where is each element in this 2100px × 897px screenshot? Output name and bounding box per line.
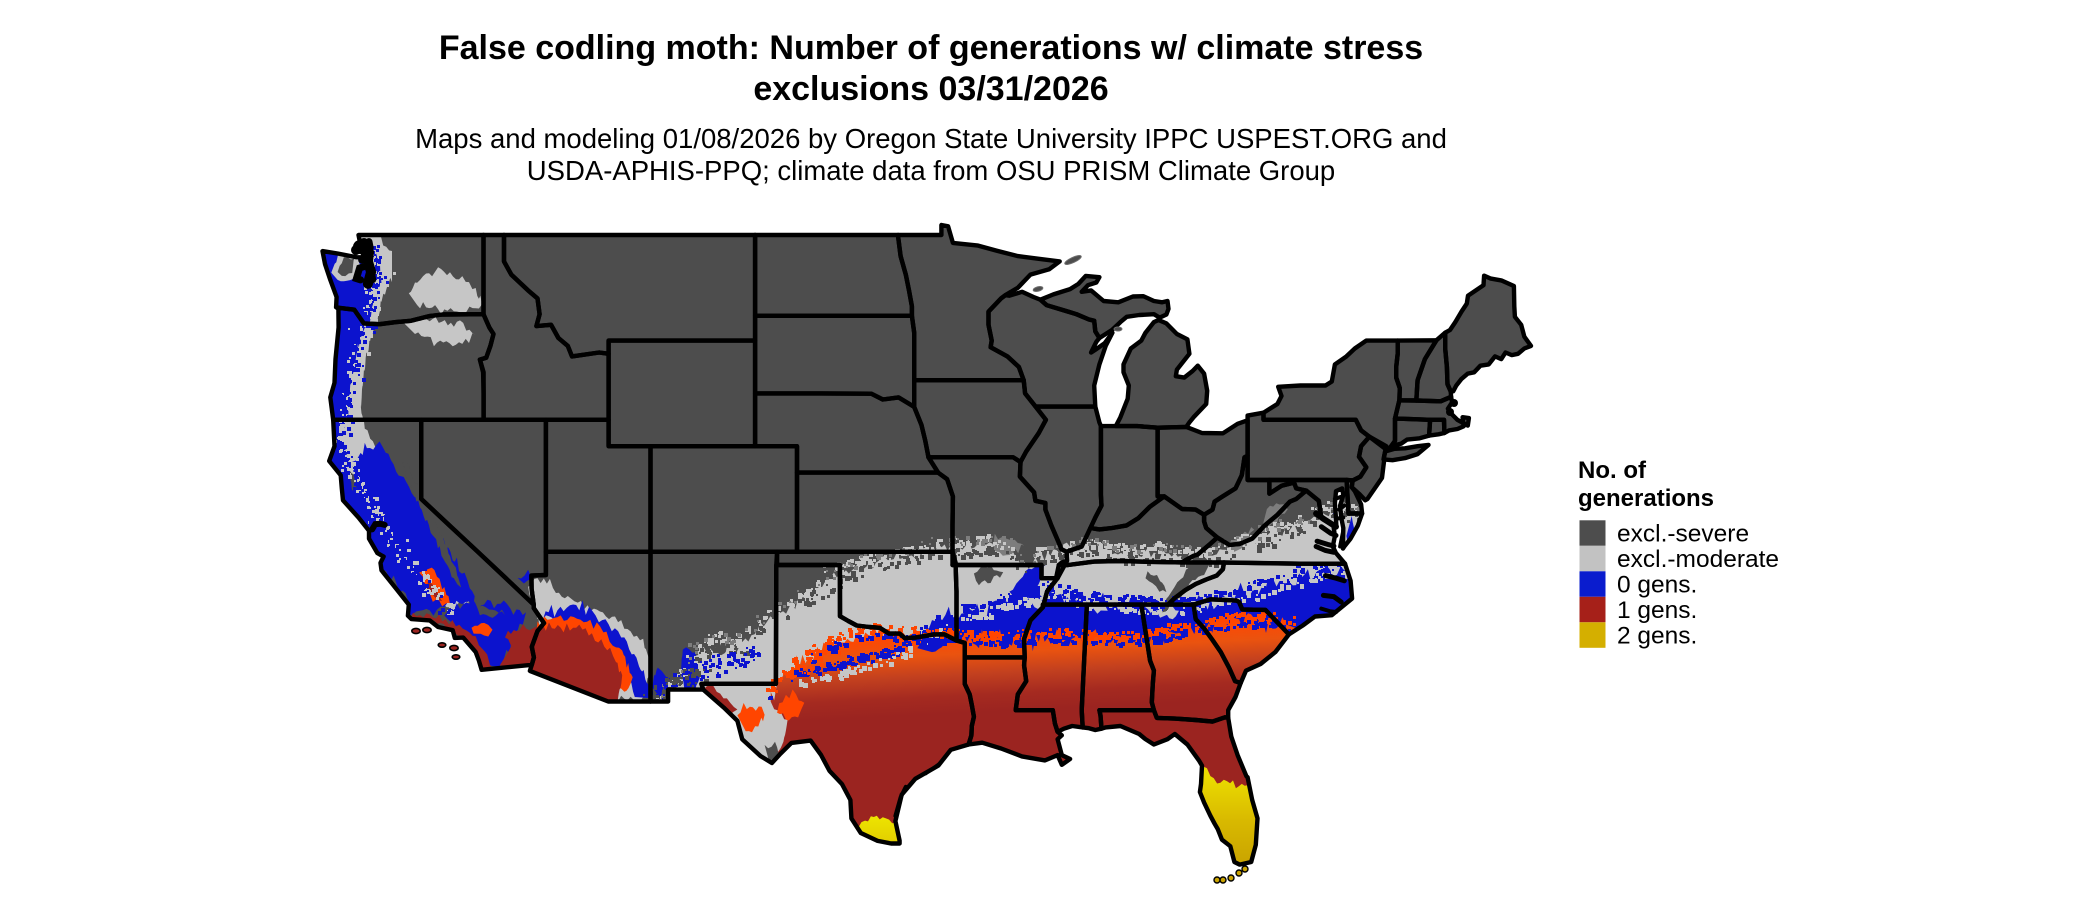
svg-text:Maps and modeling 01/08/2026 b: Maps and modeling 01/08/2026 by Oregon S… bbox=[415, 123, 1447, 154]
svg-text:excl.-severe: excl.-severe bbox=[1617, 520, 1749, 547]
svg-text:generations: generations bbox=[1578, 485, 1714, 512]
svg-text:False codling moth: Number of: False codling moth: Number of generation… bbox=[439, 29, 1423, 67]
svg-text:2 gens.: 2 gens. bbox=[1617, 622, 1697, 649]
svg-text:USDA-APHIS-PPQ; climate data f: USDA-APHIS-PPQ; climate data from OSU PR… bbox=[527, 155, 1335, 186]
svg-text:excl.-moderate: excl.-moderate bbox=[1617, 546, 1779, 573]
svg-text:0 gens.: 0 gens. bbox=[1617, 571, 1697, 598]
svg-text:exclusions 03/31/2026: exclusions 03/31/2026 bbox=[753, 70, 1108, 108]
svg-text:No. of: No. of bbox=[1578, 457, 1647, 484]
svg-text:1 gens.: 1 gens. bbox=[1617, 597, 1697, 624]
